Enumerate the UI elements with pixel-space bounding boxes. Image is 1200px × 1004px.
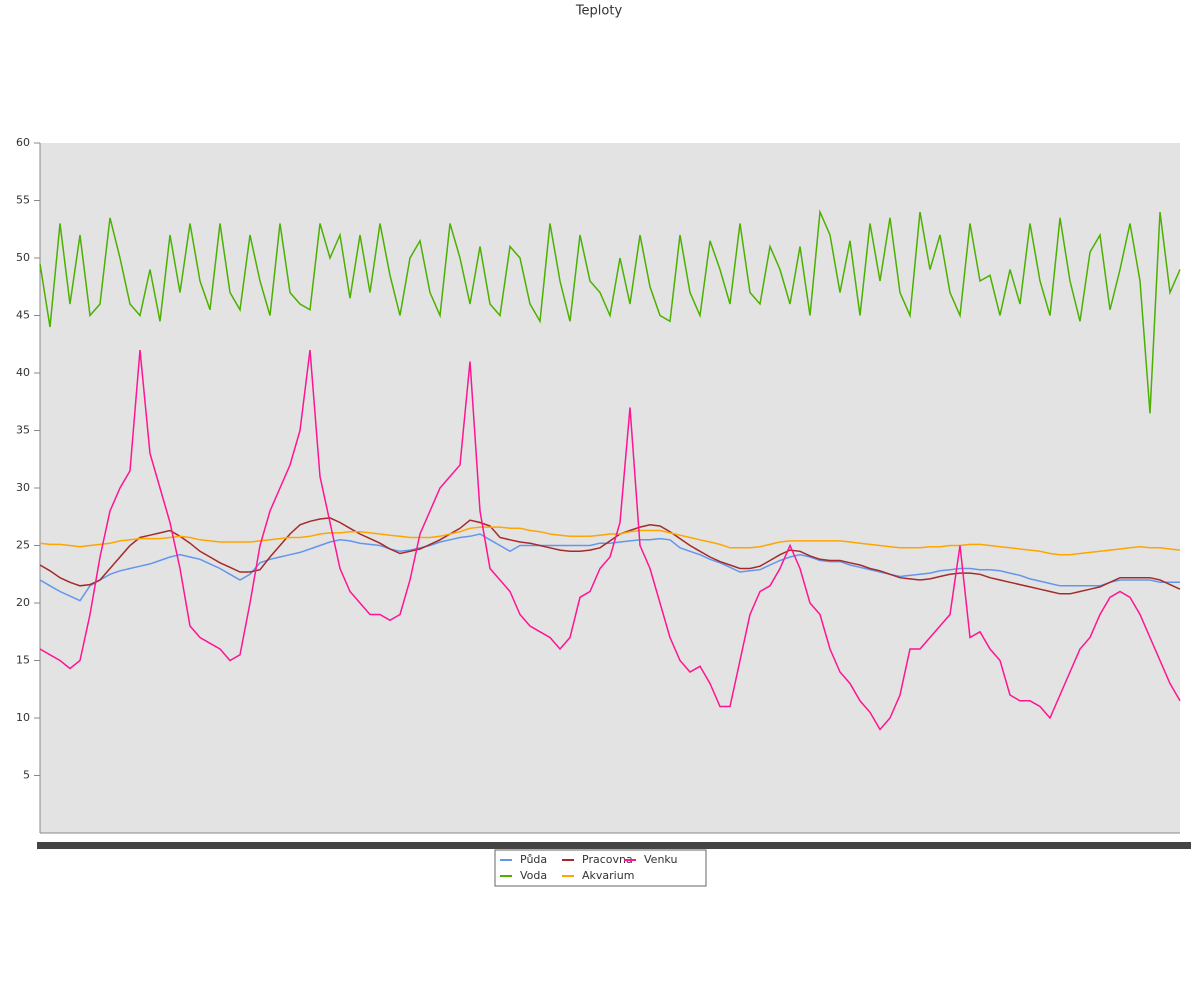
series-line [39,526,1181,556]
y-tick-label: 10 [16,711,30,724]
y-tick-label: 25 [16,539,30,552]
y-tick-label: 20 [16,596,30,609]
x-tick-labels-band [37,842,1191,849]
y-tick-label: 55 [16,194,30,207]
y-tick-label: 35 [16,424,30,437]
y-tick-label: 50 [16,251,30,264]
series-line [39,517,1181,595]
y-tick-label: 40 [16,366,30,379]
y-tick-label: 15 [16,654,30,667]
legend-label: Voda [520,869,547,882]
legend-label: Půda [520,853,547,866]
series-line [39,349,1181,731]
legend-label: Venku [644,853,677,866]
y-tick-label: 60 [16,136,30,149]
y-tick-label: 30 [16,481,30,494]
legend [494,849,707,887]
legend-label: Pracovna [582,853,633,866]
chart-title: Teploty [575,4,623,19]
y-tick-label: 5 [23,769,30,782]
y-tick-label: 45 [16,309,30,322]
series-line [39,533,1180,602]
series-line [39,209,1181,414]
legend-label: Akvarium [582,869,634,882]
plot-area [40,143,1180,833]
